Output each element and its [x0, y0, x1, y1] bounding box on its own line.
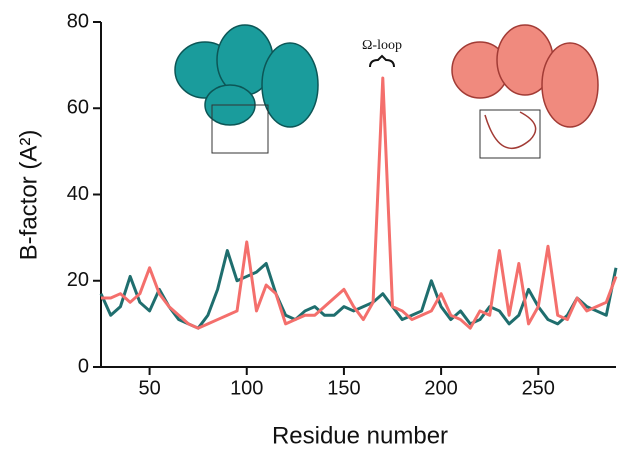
y-tick-label: 20 — [67, 269, 89, 291]
x-axis-title: Residue number — [272, 422, 448, 449]
highlight-box — [479, 109, 541, 159]
y-tick-label: 0 — [78, 355, 89, 377]
annotation: Ω-loop — [362, 38, 402, 53]
annotation-brace — [369, 54, 395, 68]
protein-structure-right — [451, 24, 599, 150]
x-tick-label: 50 — [138, 377, 160, 399]
y-tick-label: 80 — [67, 10, 89, 32]
x-tick-label: 250 — [522, 377, 555, 399]
data-line — [101, 76, 618, 330]
highlight-box — [211, 104, 269, 154]
x-tick-label: 200 — [424, 377, 457, 399]
x-tick-label: 150 — [327, 377, 360, 399]
y-tick-label: 40 — [67, 183, 89, 205]
y-tick-label: 60 — [67, 97, 89, 119]
x-tick-label: 100 — [230, 377, 263, 399]
protein-structure-left — [174, 24, 319, 128]
y-axis-title: B-factor (A²) — [15, 130, 42, 261]
